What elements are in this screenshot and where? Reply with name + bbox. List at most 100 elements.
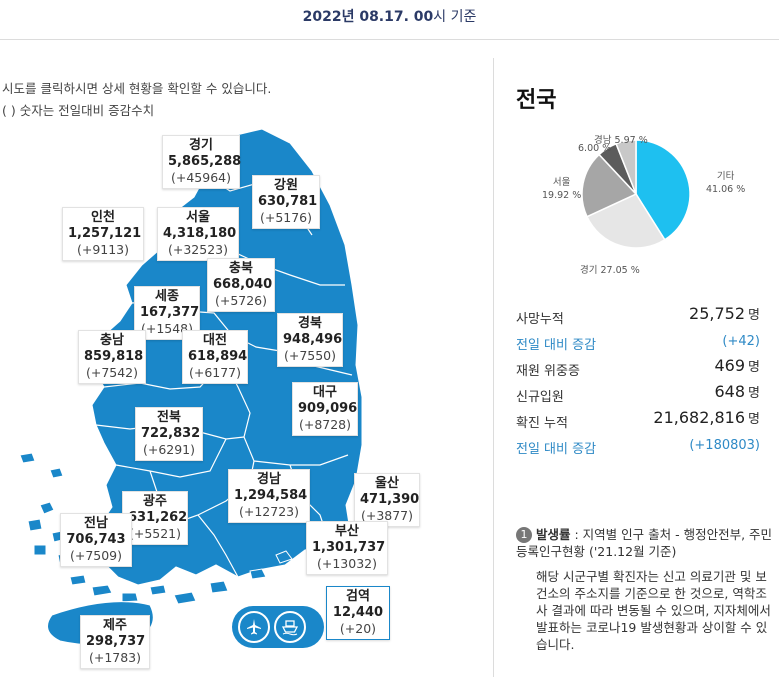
- island-9: [149, 584, 167, 596]
- island-13: [275, 550, 293, 564]
- region-gyeonggi-name: 경기: [189, 138, 213, 153]
- region-jeonbuk[interactable]: 전북 722,832 (+6291): [135, 407, 203, 461]
- region-gyeonggi[interactable]: 경기 5,865,288 (+45964): [162, 135, 242, 189]
- region-busan[interactable]: 부산 1,301,737 (+13032): [306, 521, 388, 575]
- island-12: [249, 568, 267, 580]
- region-quarantine[interactable]: 검역 12,440 (+20): [326, 586, 390, 640]
- region-gwangju[interactable]: 광주 631,262 (+5521): [122, 491, 188, 545]
- region-daejeon[interactable]: 대전 618,894 (+6177): [182, 330, 248, 384]
- stat-admissions-value: 648: [714, 382, 746, 401]
- region-jeonbuk-name: 전북: [157, 410, 181, 425]
- pie-svg: [581, 139, 691, 249]
- pie-label-gyeonggi: 경기 27.05 %: [580, 264, 640, 277]
- region-busan-name: 부산: [335, 524, 359, 539]
- island-1: [39, 501, 55, 515]
- island-11: [209, 580, 229, 594]
- stat-cases-delta-label: 전일 대비 증감: [516, 442, 597, 457]
- region-gyeongbuk-name: 경북: [298, 316, 322, 331]
- region-seoul-value: 4,318,180: [163, 226, 237, 241]
- island-10: [173, 591, 197, 605]
- island-14: [19, 452, 36, 464]
- region-quarantine-name: 검역: [346, 589, 370, 604]
- pie-label-gita: 기타 41.06 %: [706, 170, 745, 196]
- pie-label-gyeonggi-name: 경기: [580, 265, 598, 276]
- region-jeonnam-name: 전남: [84, 516, 108, 531]
- island-4: [33, 544, 47, 556]
- summary-title: 전국: [516, 88, 557, 113]
- region-seoul[interactable]: 서울 4,318,180 (+32523): [157, 207, 239, 261]
- region-incheon[interactable]: 인천 1,257,121 (+9113): [62, 207, 144, 261]
- region-incheon-name: 인천: [91, 210, 115, 225]
- airplane-icon: [247, 619, 261, 635]
- region-ulsan-name: 울산: [375, 476, 399, 491]
- region-gwangju-name: 광주: [143, 494, 167, 509]
- stat-deaths-delta-label: 전일 대비 증감: [516, 338, 597, 353]
- region-jeju[interactable]: 제주 298,737 (+1783): [80, 615, 150, 669]
- pie-slice-1: [585, 193, 666, 249]
- region-gyeongnam-name: 경남: [257, 472, 281, 487]
- stat-cases-delta: 전일 대비 증감 (+180803): [516, 434, 760, 460]
- stat-critical-value: 469: [714, 356, 746, 375]
- stat-admissions: 신규입원 648 명: [516, 382, 760, 408]
- airport-button[interactable]: [238, 611, 270, 643]
- stat-deaths-delta-value: (+42): [722, 334, 760, 349]
- stat-cases: 확진 누적 21,682,816 명: [516, 408, 760, 434]
- region-jeju-delta: (+1783): [88, 650, 142, 665]
- region-gyeongnam[interactable]: 경남 1,294,584 (+12723): [228, 469, 310, 523]
- region-busan-value: 1,301,737: [312, 540, 386, 555]
- pie-label-seoul-pct: 19.92 %: [542, 190, 582, 201]
- region-chungbuk-delta: (+5726): [214, 293, 268, 308]
- footnote-heading-line: 1 발생률 : 지역별 인구 출처 - 행정안전부, 주민등록인구현황 ('21.…: [516, 526, 778, 560]
- region-gyeongbuk[interactable]: 경북 948,496 (+7550): [277, 313, 343, 367]
- stat-deaths-unit: 명: [748, 308, 760, 323]
- region-gangwon[interactable]: 강원 630,781 (+5176): [252, 175, 320, 229]
- pie-label-seoul-name: 서울: [552, 177, 571, 188]
- region-chungnam[interactable]: 충남 859,818 (+7542): [78, 330, 146, 384]
- pie-slice-2: [581, 153, 638, 218]
- footnote-body: 해당 시군구별 확진자는 신고 의료기관 및 보건소의 주소지를 기준으로 한 …: [536, 569, 771, 652]
- region-sejong-name: 세종: [155, 289, 179, 304]
- region-gyeongnam-delta: (+12723): [239, 504, 299, 519]
- region-gwangju-value: 631,262: [128, 510, 188, 525]
- stat-cases-value: 21,682,816: [653, 408, 746, 427]
- stat-cases-delta-value: (+180803): [689, 438, 760, 453]
- region-ulsan-value: 471,390: [360, 492, 420, 507]
- quarantine-toggle[interactable]: [232, 606, 324, 648]
- region-gyeongnam-value: 1,294,584: [234, 488, 308, 503]
- port-button[interactable]: [274, 611, 306, 643]
- region-chungnam-delta: (+7542): [85, 365, 139, 380]
- stat-admissions-label: 신규입원: [516, 390, 564, 405]
- stat-admissions-unit: 명: [748, 386, 760, 401]
- region-ulsan[interactable]: 울산 471,390 (+3877): [354, 473, 420, 527]
- region-sejong-delta: (+1548): [140, 321, 194, 336]
- stats-list: 사망누적 25,752 명 전일 대비 증감 (+42) 재원 위중증 469 명 …: [516, 304, 760, 460]
- stat-deaths-value-wrap: 25,752 명: [689, 304, 760, 323]
- stat-deaths: 사망누적 25,752 명: [516, 304, 760, 330]
- ship-icon: [281, 620, 299, 636]
- region-daejeon-delta: (+6177): [188, 365, 242, 380]
- island-8: [121, 592, 139, 603]
- region-gyeongbuk-delta: (+7550): [283, 348, 337, 363]
- region-jeonbuk-value: 722,832: [141, 426, 201, 441]
- reference-date-bold: 2022년 08.17. 00: [302, 9, 434, 25]
- region-jeju-name: 제주: [103, 618, 127, 633]
- map-note-delta: ( ) 숫자는 전일대비 증감수치: [2, 103, 155, 118]
- region-daegu[interactable]: 대구 909,096 (+8728): [292, 382, 358, 436]
- pie-label-gyeongnam-name: 경남: [594, 135, 612, 146]
- pie-slice-4: [615, 139, 637, 195]
- region-quarantine-delta: (+20): [339, 621, 377, 636]
- region-incheon-delta: (+9113): [76, 242, 130, 257]
- region-jeju-value: 298,737: [86, 634, 146, 649]
- region-chungbuk-name: 충북: [229, 261, 253, 276]
- region-jeonnam[interactable]: 전남 706,743 (+7509): [60, 513, 132, 567]
- region-chungbuk[interactable]: 충북 668,040 (+5726): [207, 258, 275, 312]
- reference-date-suffix: 시 기준: [433, 9, 477, 25]
- region-seoul-delta: (+32523): [168, 242, 228, 257]
- region-gangwon-value: 630,781: [258, 194, 318, 209]
- region-gyeonggi-value: 5,865,288: [168, 154, 242, 169]
- footnote-source: : 지역별 인구 출처 - 행정안전부, 주민등록인구현황 ('21.12월 기…: [516, 527, 773, 559]
- pie-label-other: 6.00 %: [578, 142, 611, 155]
- region-jeonnam-value: 706,743: [66, 532, 126, 547]
- pie-label-gita-name: 기타: [716, 171, 735, 182]
- stat-cases-value-wrap: 21,682,816 명: [653, 408, 760, 427]
